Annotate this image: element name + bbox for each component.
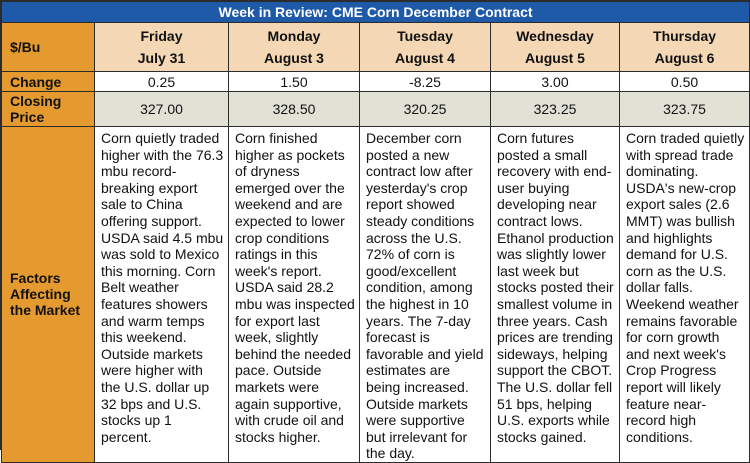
factors-label: Factors Affecting the Market [1, 126, 95, 463]
change-label: Change [1, 71, 95, 92]
change-value-tuesday: -8.25 [359, 71, 491, 92]
change-row: Change 0.25 1.50 -8.25 3.00 0.50 [1, 71, 750, 92]
factors-row: Factors Affecting the Market Corn quietl… [1, 126, 750, 463]
day-date: August 3 [264, 50, 324, 66]
day-header-tuesday: Tuesday August 4 [359, 22, 491, 72]
day-date: July 31 [137, 50, 186, 66]
change-value-monday: 1.50 [228, 71, 360, 92]
closing-label: Closing Price [1, 91, 95, 127]
day-header-wednesday: Wednesday August 5 [490, 22, 620, 72]
table-title: Week in Review: CME Corn December Contra… [0, 1, 750, 23]
day-date: August 5 [525, 50, 585, 66]
closing-value-friday: 327.00 [94, 91, 229, 127]
change-value-friday: 0.25 [94, 71, 229, 92]
day-name: Tuesday [397, 28, 453, 44]
change-value-thursday: 0.50 [618, 71, 750, 92]
change-value-wednesday: 3.00 [490, 71, 620, 92]
closing-value-monday: 328.50 [228, 91, 360, 127]
day-name: Thursday [653, 28, 717, 44]
closing-value-tuesday: 320.25 [359, 91, 491, 127]
day-date: August 4 [395, 50, 455, 66]
day-header-friday: Friday July 31 [94, 22, 229, 72]
closing-value-wednesday: 323.25 [490, 91, 620, 127]
factors-text-friday: Corn quietly traded higher with the 76.3… [94, 126, 229, 463]
factors-text-tuesday: December corn posted a new contract low … [359, 126, 491, 463]
title-row: Week in Review: CME Corn December Contra… [0, 1, 750, 23]
day-header-monday: Monday August 3 [228, 22, 360, 72]
day-header-thursday: Thursday August 6 [618, 22, 750, 72]
unit-label: $/Bu [1, 22, 95, 72]
day-name: Wednesday [516, 28, 594, 44]
day-name: Monday [267, 28, 321, 44]
closing-row: Closing Price 327.00 328.50 320.25 323.2… [1, 91, 750, 127]
day-date: August 6 [654, 50, 715, 66]
day-header-row: $/Bu Friday July 31 Monday August 3 Tues… [1, 22, 750, 72]
closing-value-thursday: 323.75 [618, 91, 750, 127]
day-name: Friday [140, 28, 183, 44]
factors-text-monday: Corn finished higher as pockets of dryne… [228, 126, 360, 463]
factors-text-thursday: Corn traded quietly with spread trade do… [618, 126, 750, 463]
factors-text-wednesday: Corn futures posted a small recovery wit… [490, 126, 620, 463]
